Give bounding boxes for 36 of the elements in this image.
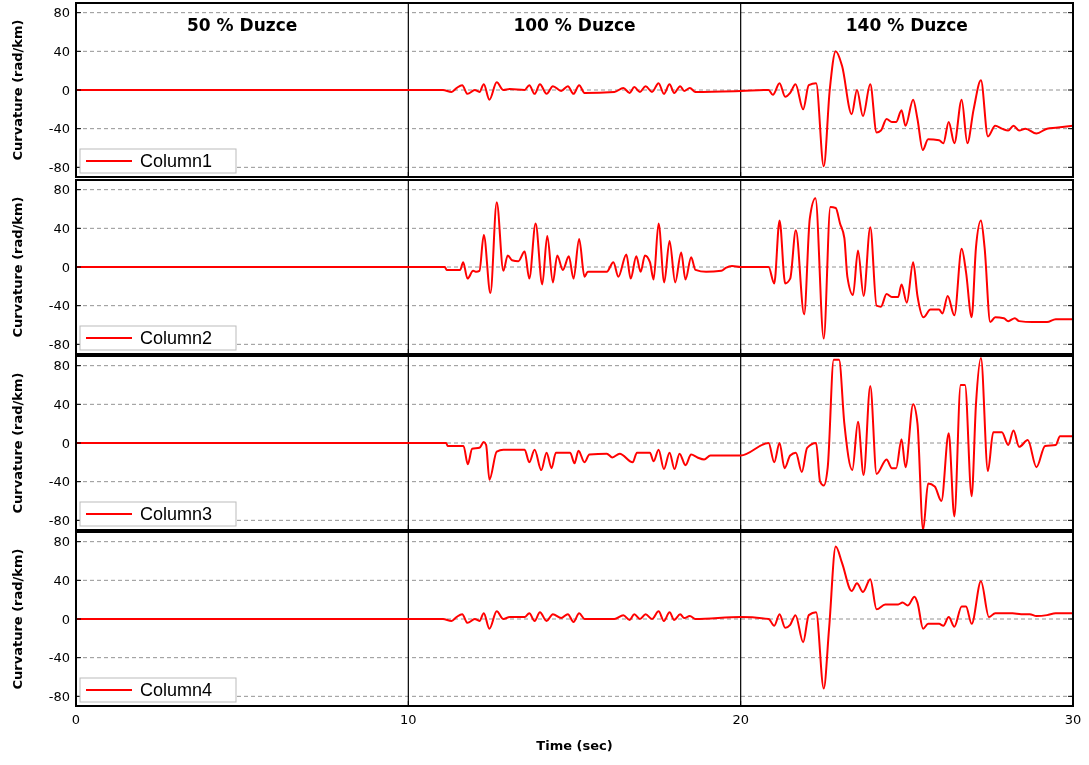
y-tick-label: 80: [53, 5, 70, 21]
y-tick-label: -80: [48, 512, 70, 528]
x-tick-label: 0: [71, 712, 81, 727]
y-tick-label: -40: [48, 474, 70, 490]
y-tick-label: 0: [61, 611, 70, 627]
y-tick-label: 0: [61, 82, 70, 98]
y-tick-label: -40: [48, 650, 70, 666]
y-tick-label: 40: [53, 572, 70, 588]
y-tick-label: -80: [48, 336, 70, 352]
x-tick-label: 10: [400, 712, 417, 727]
annotation: 140 % Duzce: [845, 15, 968, 35]
legend-label: Column1: [140, 151, 213, 172]
y-tick-label: -40: [48, 298, 70, 314]
annotation: 100 % Duzce: [513, 15, 636, 35]
annotation: 50 % Duzce: [187, 15, 298, 35]
y-tick-label: -80: [48, 159, 70, 175]
y-axis-title: Curvature (rad/km): [10, 548, 25, 690]
y-tick-label: -80: [48, 688, 70, 704]
y-tick-label: -40: [48, 121, 70, 137]
y-tick-label: 0: [61, 259, 70, 275]
x-tick-label: 20: [732, 712, 749, 727]
y-axis-title: Curvature (rad/km): [10, 19, 25, 161]
y-tick-label: 80: [53, 358, 70, 374]
x-axis-title: Time (sec): [536, 738, 613, 753]
y-tick-label: 0: [61, 435, 70, 451]
x-tick-label: 30: [1064, 712, 1082, 727]
y-axis-title: Curvature (rad/km): [10, 196, 25, 338]
legend-label: Column3: [140, 504, 213, 525]
y-tick-label: 40: [53, 220, 70, 236]
y-tick-label: 40: [53, 43, 70, 59]
y-tick-label: 80: [53, 534, 70, 550]
y-axis-title: Curvature (rad/km): [10, 372, 25, 514]
y-tick-label: 40: [53, 396, 70, 412]
y-tick-label: 80: [53, 182, 70, 198]
legend-label: Column2: [140, 328, 213, 349]
legend-label: Column4: [140, 680, 213, 701]
